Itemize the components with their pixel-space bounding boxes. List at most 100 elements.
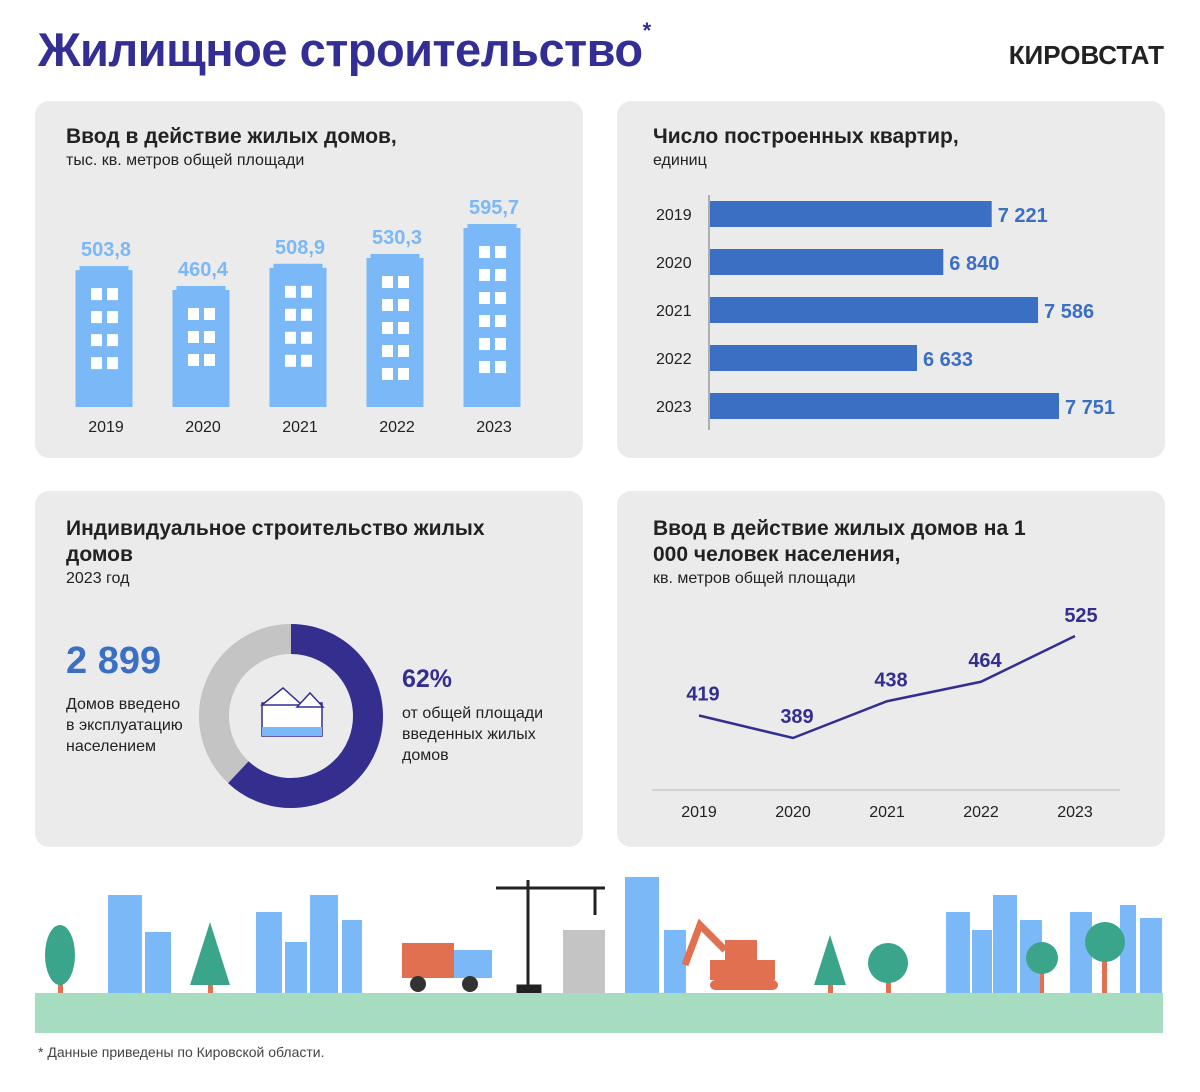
- bar-value-label: 7 586: [1044, 301, 1094, 323]
- y-tick-label: 2021: [656, 303, 692, 320]
- houses-count-label: Домов введено в эксплуатацию населением: [66, 696, 183, 755]
- bar: [710, 393, 1059, 419]
- point-value-label: 419: [686, 684, 719, 706]
- building-window: [398, 344, 409, 357]
- building-window: [382, 321, 393, 334]
- share-label: от общей площади введенных жилых домов: [402, 705, 544, 764]
- bar-value-label: 503,8: [81, 239, 131, 261]
- building-roof: [467, 224, 517, 230]
- x-tick-label: 2020: [775, 804, 811, 821]
- donut-slice: [199, 624, 292, 784]
- bar-value-label: 6 633: [923, 349, 973, 371]
- building-window: [204, 308, 215, 320]
- bar-value-label: 460,4: [178, 259, 229, 281]
- houses-icon-roof: [259, 687, 304, 706]
- building-window: [495, 361, 506, 374]
- building-bar: [463, 228, 521, 407]
- building-under-construction-icon: [563, 930, 605, 993]
- building-window: [285, 308, 296, 321]
- tree-icon: [45, 922, 1125, 993]
- building-window: [285, 285, 296, 298]
- building-window: [479, 315, 490, 328]
- footnote: * Данные приведены по Кировской области.: [38, 1044, 325, 1060]
- bar: [710, 249, 944, 275]
- y-tick-label: 2020: [656, 255, 692, 272]
- building-window: [382, 275, 393, 288]
- chart1-title: Ввод в действие жилых домов,: [66, 125, 397, 148]
- building-window: [382, 298, 393, 311]
- building-window: [382, 344, 393, 357]
- building-window: [479, 361, 490, 374]
- x-tick-label: 2022: [379, 419, 415, 436]
- building-window: [495, 246, 506, 259]
- building-window: [495, 292, 506, 305]
- point-value-label: 389: [780, 706, 813, 728]
- bar-value-label: 508,9: [275, 237, 325, 259]
- crane-icon: [496, 880, 605, 995]
- bar-value-label: 7 751: [1065, 397, 1115, 419]
- point-value-label: 464: [968, 650, 1002, 672]
- building-window: [479, 269, 490, 282]
- x-tick-label: 2020: [185, 419, 221, 436]
- chart4-title: Ввод в действие жилых домов на 1 000 чел…: [653, 517, 1026, 566]
- brand-logo: КИРОВСТАТ: [1008, 40, 1164, 70]
- building-window: [91, 311, 102, 324]
- building-window: [301, 308, 312, 321]
- x-tick-label: 2019: [681, 804, 717, 821]
- building-window: [285, 331, 296, 344]
- point-value-label: 438: [874, 669, 907, 691]
- donut-slice: [228, 624, 383, 808]
- building-window: [479, 338, 490, 351]
- building-roof: [273, 263, 323, 269]
- x-tick-label: 2022: [963, 804, 999, 821]
- x-tick-label: 2021: [869, 804, 905, 821]
- truck-icon: [402, 943, 492, 992]
- building-window: [495, 338, 506, 351]
- chart2-title: Число построенных квартир,: [653, 125, 959, 148]
- building-window: [495, 269, 506, 282]
- y-tick-label: 2019: [656, 207, 692, 224]
- chart3-title: Индивидуальное строительство жилых домов: [66, 517, 485, 566]
- chart1-subtitle: тыс. кв. метров общей площади: [66, 152, 305, 169]
- bar-value-label: 530,3: [372, 227, 422, 249]
- y-tick-label: 2023: [656, 399, 692, 416]
- building-window: [301, 354, 312, 367]
- bar: [710, 345, 918, 371]
- building-window: [91, 357, 102, 370]
- share-percent: 62%: [402, 665, 453, 693]
- bar: [710, 201, 992, 227]
- building-bar: [366, 257, 424, 407]
- bar-value-label: 7 221: [998, 205, 1048, 227]
- building-window: [398, 367, 409, 380]
- building-window: [398, 275, 409, 288]
- houses-icon-roof: [295, 691, 325, 708]
- chart4-subtitle: кв. метров общей площади: [653, 570, 856, 587]
- point-value-label: 525: [1064, 605, 1097, 627]
- bar-value-label: 595,7: [469, 197, 519, 219]
- building-bar: [75, 270, 133, 407]
- building-roof: [370, 253, 420, 259]
- building-bar: [172, 290, 230, 407]
- building-window: [188, 331, 199, 343]
- building-window: [188, 308, 199, 320]
- building-window: [91, 334, 102, 347]
- building-window: [495, 315, 506, 328]
- building-window: [107, 288, 118, 301]
- x-tick-label: 2023: [1057, 804, 1093, 821]
- building-window: [107, 334, 118, 347]
- chart2-subtitle: единиц: [653, 152, 707, 169]
- building-bar: [269, 267, 327, 407]
- x-tick-label: 2019: [88, 419, 124, 436]
- building-window: [398, 321, 409, 334]
- excavator-icon: [681, 918, 778, 990]
- building-roof: [79, 266, 129, 272]
- building-window: [479, 246, 490, 259]
- building-window: [398, 298, 409, 311]
- building-window: [301, 331, 312, 344]
- building-window: [107, 311, 118, 324]
- building-window: [204, 354, 215, 366]
- building-roof: [176, 286, 226, 291]
